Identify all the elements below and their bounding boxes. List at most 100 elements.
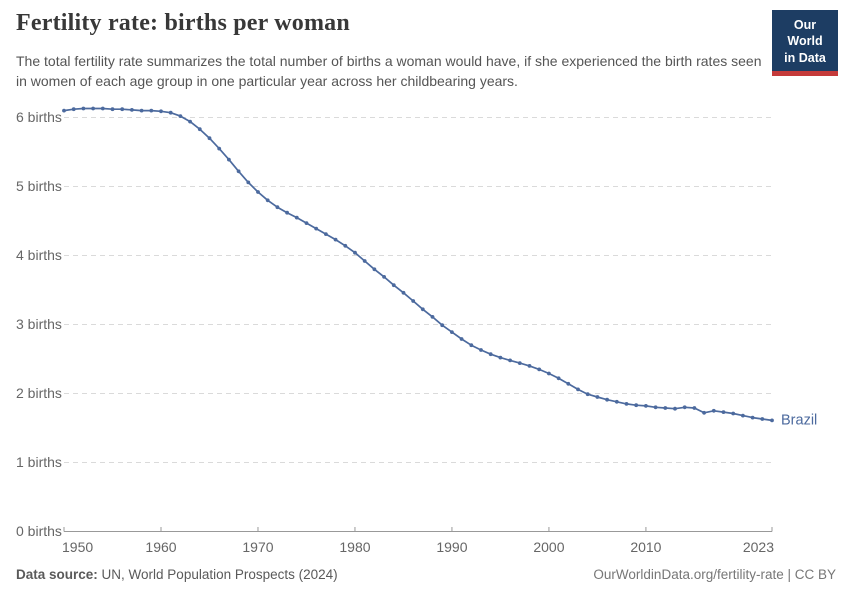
data-point[interactable] xyxy=(130,108,134,112)
x-tick-label: 1950 xyxy=(62,539,93,555)
y-tick-label: 3 births xyxy=(16,316,62,332)
data-point[interactable] xyxy=(750,415,755,420)
data-point[interactable] xyxy=(91,106,95,111)
data-point[interactable] xyxy=(663,406,668,410)
data-point[interactable] xyxy=(314,226,319,231)
data-point[interactable] xyxy=(576,387,580,392)
data-point[interactable] xyxy=(382,275,386,279)
data-point[interactable] xyxy=(430,315,435,319)
data-point[interactable] xyxy=(275,205,280,210)
data-point[interactable] xyxy=(120,107,125,112)
data-point[interactable] xyxy=(585,392,590,397)
owid-logo: Our World in Data xyxy=(772,10,838,76)
data-point[interactable] xyxy=(71,107,76,112)
data-point[interactable] xyxy=(469,343,474,348)
data-point[interactable] xyxy=(100,106,105,111)
data-source: Data source: UN, World Population Prospe… xyxy=(16,567,338,582)
data-point[interactable] xyxy=(265,198,270,203)
data-source-text: UN, World Population Prospects (2024) xyxy=(101,567,338,582)
data-point[interactable] xyxy=(692,406,697,410)
data-point[interactable] xyxy=(149,108,154,113)
data-point[interactable] xyxy=(333,237,338,242)
data-point[interactable] xyxy=(139,108,144,113)
attribution-link[interactable]: OurWorldinData.org/fertility-rate | CC B… xyxy=(593,567,836,582)
data-point[interactable] xyxy=(236,169,241,174)
data-point[interactable] xyxy=(488,352,493,357)
data-point[interactable] xyxy=(498,355,503,360)
data-point[interactable] xyxy=(566,381,571,386)
y-tick-label: 5 births xyxy=(16,178,62,194)
data-point[interactable] xyxy=(479,348,483,352)
data-point[interactable] xyxy=(159,109,163,114)
data-point[interactable] xyxy=(537,367,542,372)
data-point[interactable] xyxy=(227,157,231,162)
data-point[interactable] xyxy=(682,405,687,410)
data-point[interactable] xyxy=(760,417,765,421)
data-point[interactable] xyxy=(62,108,66,113)
data-point[interactable] xyxy=(391,283,396,288)
data-point[interactable] xyxy=(644,404,648,408)
data-point[interactable] xyxy=(721,410,726,414)
owid-logo-line1: Our World xyxy=(787,18,823,49)
data-point[interactable] xyxy=(459,337,464,341)
data-point[interactable] xyxy=(353,250,357,255)
fertility-trend-line[interactable] xyxy=(63,107,773,422)
data-point[interactable] xyxy=(343,243,348,248)
x-tick-label: 1960 xyxy=(145,539,176,555)
data-point[interactable] xyxy=(440,323,445,328)
data-point[interactable] xyxy=(420,307,425,312)
chart-subtitle: The total fertility rate summarizes the … xyxy=(16,53,762,90)
data-point[interactable] xyxy=(731,411,736,416)
data-point[interactable] xyxy=(547,371,551,376)
data-point[interactable] xyxy=(556,376,561,381)
y-tick-label: 2 births xyxy=(16,385,62,401)
data-point[interactable] xyxy=(614,399,619,404)
data-point[interactable] xyxy=(411,299,416,303)
data-point[interactable] xyxy=(741,413,745,418)
x-tick-label: 2010 xyxy=(630,539,661,555)
data-point[interactable] xyxy=(595,395,600,399)
data-point[interactable] xyxy=(256,190,260,194)
data-point[interactable] xyxy=(711,408,716,413)
page-title: Fertility rate: births per woman xyxy=(16,10,350,36)
data-point[interactable] xyxy=(197,127,202,132)
chart-footer: Data source: UN, World Population Prospe… xyxy=(16,567,836,582)
data-point[interactable] xyxy=(517,361,522,365)
data-point[interactable] xyxy=(178,114,183,118)
y-tick-label: 1 births xyxy=(16,454,62,470)
data-point[interactable] xyxy=(508,358,512,363)
data-source-label: Data source: xyxy=(16,567,98,582)
data-point[interactable] xyxy=(188,119,193,124)
data-point[interactable] xyxy=(653,405,658,410)
data-point[interactable] xyxy=(450,330,454,334)
y-tick-label: 4 births xyxy=(16,247,62,263)
data-point[interactable] xyxy=(605,397,609,402)
data-point[interactable] xyxy=(304,221,309,226)
data-point[interactable] xyxy=(372,267,377,272)
x-tick-label: 1980 xyxy=(339,539,370,555)
y-tick-label: 0 births xyxy=(16,523,62,539)
data-point[interactable] xyxy=(324,232,328,237)
data-point[interactable] xyxy=(207,136,212,141)
data-point[interactable] xyxy=(246,180,251,185)
data-point[interactable] xyxy=(702,410,706,415)
data-point[interactable] xyxy=(770,418,774,423)
data-point[interactable] xyxy=(401,290,406,295)
data-point[interactable] xyxy=(110,107,115,112)
data-point[interactable] xyxy=(624,402,629,406)
data-point[interactable] xyxy=(673,406,677,411)
y-tick-label: 6 births xyxy=(16,109,62,125)
data-point[interactable] xyxy=(285,210,289,215)
data-point[interactable] xyxy=(527,364,532,368)
series-label-brazil[interactable]: Brazil xyxy=(781,413,817,429)
data-point[interactable] xyxy=(634,403,639,408)
x-tick-label: 2000 xyxy=(533,539,564,555)
data-point[interactable] xyxy=(217,146,222,151)
data-point[interactable] xyxy=(294,215,299,220)
data-point[interactable] xyxy=(81,106,86,111)
data-point[interactable] xyxy=(168,110,173,115)
x-tick-label: 1990 xyxy=(436,539,467,555)
data-point[interactable] xyxy=(362,259,367,263)
